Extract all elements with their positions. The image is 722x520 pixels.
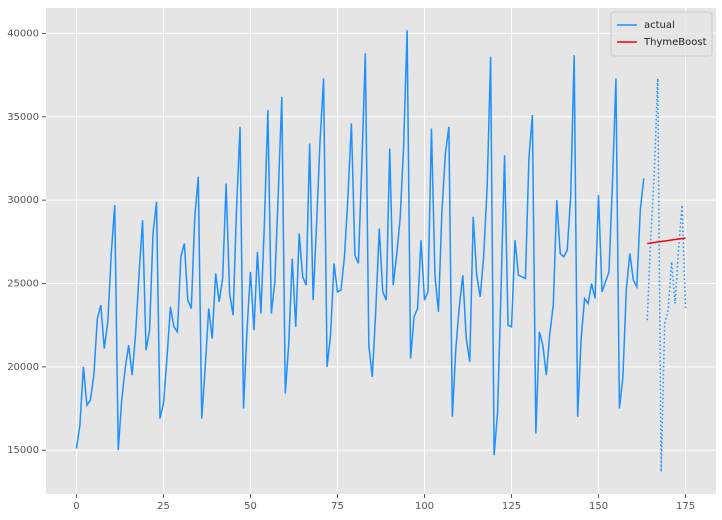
legend-label: actual	[644, 20, 675, 31]
x-tick-label: 50	[244, 501, 257, 512]
x-tick-label: 150	[589, 501, 608, 512]
legend: actual ThymeBoost	[610, 11, 713, 57]
y-tick-label: 30000	[7, 195, 39, 206]
y-tick-label: 25000	[7, 279, 39, 290]
legend-label: ThymeBoost	[643, 37, 707, 48]
y-tick-label: 20000	[7, 362, 39, 373]
legend-box	[610, 11, 713, 57]
x-tick-label: 75	[331, 501, 344, 512]
x-tick-label: 100	[415, 501, 434, 512]
y-tick-label: 40000	[7, 28, 39, 39]
x-tick-label: 125	[502, 501, 521, 512]
series-line	[75, 30, 645, 456]
x-tick-label: 175	[676, 501, 695, 512]
x-tick-label: 25	[157, 501, 170, 512]
y-tick-label: 15000	[7, 445, 39, 456]
y-tick-label: 35000	[7, 112, 39, 123]
series-line	[647, 237, 686, 245]
x-tick-label: 0	[73, 501, 79, 512]
